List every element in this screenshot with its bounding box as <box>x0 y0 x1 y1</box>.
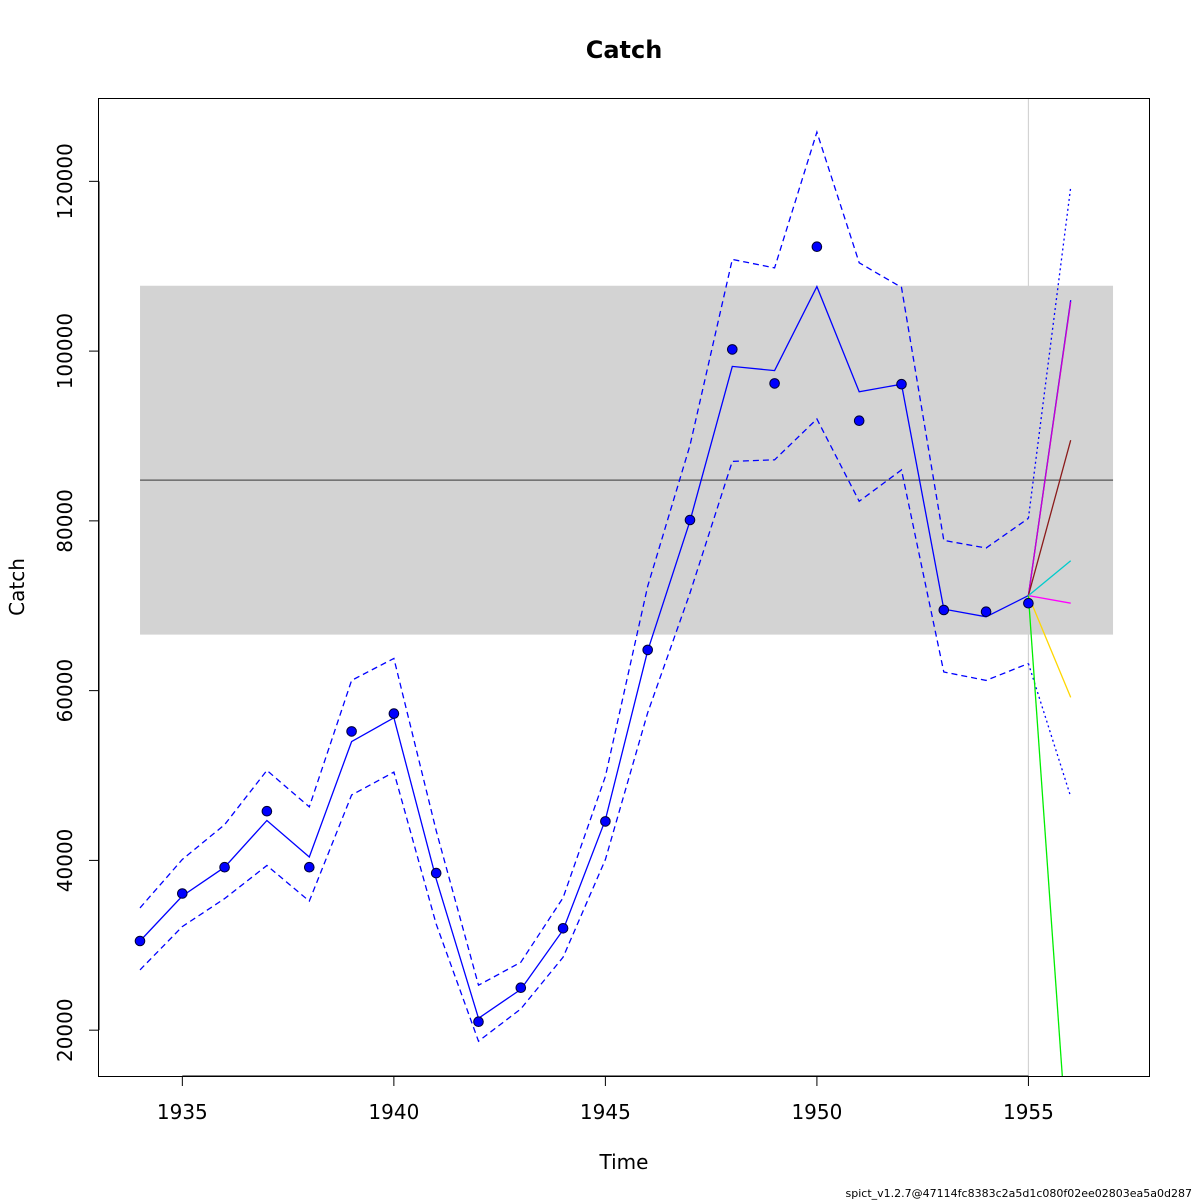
ci-lower-line <box>139 417 1029 1043</box>
scenario-line-7 <box>1027 595 1063 1077</box>
observed-point <box>1023 597 1034 609</box>
observed-point <box>980 606 992 618</box>
observed-point <box>219 861 230 873</box>
observed-point <box>684 514 696 526</box>
scenario-line-5 <box>1028 594 1071 604</box>
y-tick-label: 80000 <box>53 489 77 553</box>
observed-point <box>134 935 146 947</box>
x-tick-label: 1940 <box>368 1100 419 1124</box>
observed-point <box>388 708 400 719</box>
observed-point <box>896 378 907 390</box>
predicted-line <box>139 285 1029 1020</box>
x-tick-label: 1935 <box>157 1100 208 1124</box>
y-tick-label: 100000 <box>53 313 77 389</box>
msy-band <box>140 285 1114 635</box>
footer-version: spict_v1.2.7@47114fc8383c2a5d1c080f02ee0… <box>846 1187 1192 1200</box>
x-axis-label: Time <box>599 1150 649 1174</box>
x-tick-label: 1945 <box>580 1100 631 1124</box>
x-tick-label: 1950 <box>791 1100 842 1124</box>
y-tick-label: 20000 <box>53 998 77 1062</box>
observed-point <box>642 644 654 656</box>
observed-point <box>430 867 442 879</box>
observed-point <box>557 923 569 934</box>
observed-point <box>811 241 823 252</box>
x-tick-label: 1955 <box>1003 1100 1054 1124</box>
scenario-line-2 <box>1027 301 1072 596</box>
axes-layer: 1935 1940 1945 1950 1955 20000 40000 60000 80000… <box>53 143 1054 1124</box>
observed-point <box>769 378 780 389</box>
observed-point <box>346 726 357 737</box>
observed-point <box>600 816 611 827</box>
scenario-line-4 <box>1027 560 1072 597</box>
observed-points-layer <box>134 241 1034 1028</box>
y-tick-label: 60000 <box>53 659 77 723</box>
observed-point <box>515 982 527 994</box>
scenario-line-3 <box>1027 440 1072 596</box>
series-layer <box>139 129 1072 1077</box>
y-axis-label: Catch <box>5 558 29 616</box>
observed-point <box>177 888 188 899</box>
observed-point <box>261 805 273 817</box>
forecast-ci-upper <box>1027 187 1072 519</box>
y-tick-label: 120000 <box>53 143 77 219</box>
y-tick-label: 40000 <box>53 829 77 893</box>
observed-point <box>727 344 738 355</box>
forecast-ci-lower <box>1027 663 1072 797</box>
chart-title: Catch <box>586 36 663 64</box>
observed-point <box>853 415 865 427</box>
scenario-line-6 <box>1027 595 1072 698</box>
observed-point <box>938 604 950 616</box>
msy-band-layer <box>140 99 1114 1076</box>
observed-point <box>473 1016 484 1028</box>
observed-point <box>304 861 315 873</box>
ci-upper-line <box>139 129 1029 987</box>
